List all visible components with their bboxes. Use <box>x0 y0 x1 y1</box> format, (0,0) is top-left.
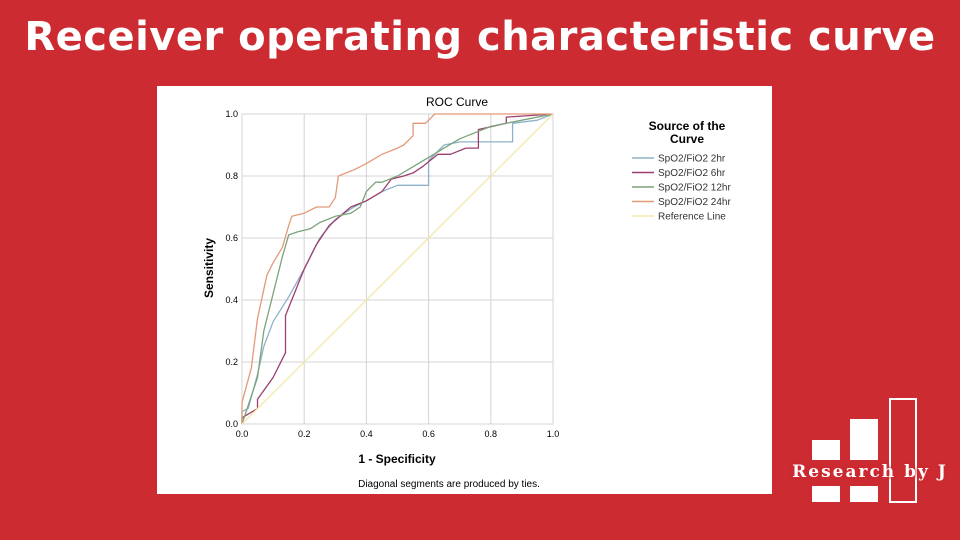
legend-title: Curve <box>670 132 704 146</box>
legend-entry: SpO2/FiO2 2hr <box>658 154 726 165</box>
x-tick-label: 0.6 <box>422 429 435 439</box>
series-line-5 <box>241 113 554 425</box>
series-line-2 <box>241 113 554 424</box>
series-line-3 <box>241 113 554 425</box>
research-by-j-logo: Research by J <box>790 398 950 508</box>
chart-series <box>241 113 554 425</box>
x-tick-label: 1.0 <box>547 429 560 439</box>
y-axis-label: Sensitivity <box>202 238 216 298</box>
series-line-4 <box>241 113 553 424</box>
logo-text: Research by J <box>792 462 948 482</box>
legend-entry: Reference Line <box>658 212 726 223</box>
x-tick-label: 0.0 <box>236 429 249 439</box>
x-tick-label: 0.2 <box>298 429 311 439</box>
y-tick-label: 1.0 <box>225 109 238 119</box>
chart-axes: 0.0 0.2 0.4 0.6 0.8 1.0 0.0 0.2 0.4 0.6 0.8 1.0 <box>225 109 559 439</box>
legend-entry: SpO2/FiO2 24hr <box>658 197 731 208</box>
roc-chart: ROC Curve 0.0 0.2 0.4 0.6 0.8 1.0 0.0 0.2 0.4 0.6… <box>202 95 731 490</box>
bar-blocks-logo-icon <box>812 398 917 503</box>
x-tick-label: 0.8 <box>485 429 498 439</box>
x-tick-label: 0.4 <box>360 429 373 439</box>
y-tick-label: 0.6 <box>225 233 238 243</box>
chart-footnote: Diagonal segments are produced by ties. <box>358 479 540 490</box>
slide-title: Receiver operating characteristic curve <box>24 14 936 60</box>
y-tick-label: 0.8 <box>225 171 238 181</box>
y-tick-label: 0.0 <box>225 419 238 429</box>
legend-entry: SpO2/FiO2 12hr <box>658 183 731 194</box>
legend-title: Source of the <box>649 119 726 133</box>
x-axis-label: 1 - Specificity <box>358 452 436 466</box>
y-tick-label: 0.2 <box>225 357 238 367</box>
legend-entry: SpO2/FiO2 6hr <box>658 168 726 179</box>
y-tick-label: 0.4 <box>225 295 238 305</box>
roc-chart-panel: ROC Curve 0.0 0.2 0.4 0.6 0.8 1.0 0.0 0.2 0.4 0.6… <box>157 86 772 494</box>
chart-title: ROC Curve <box>426 95 488 109</box>
